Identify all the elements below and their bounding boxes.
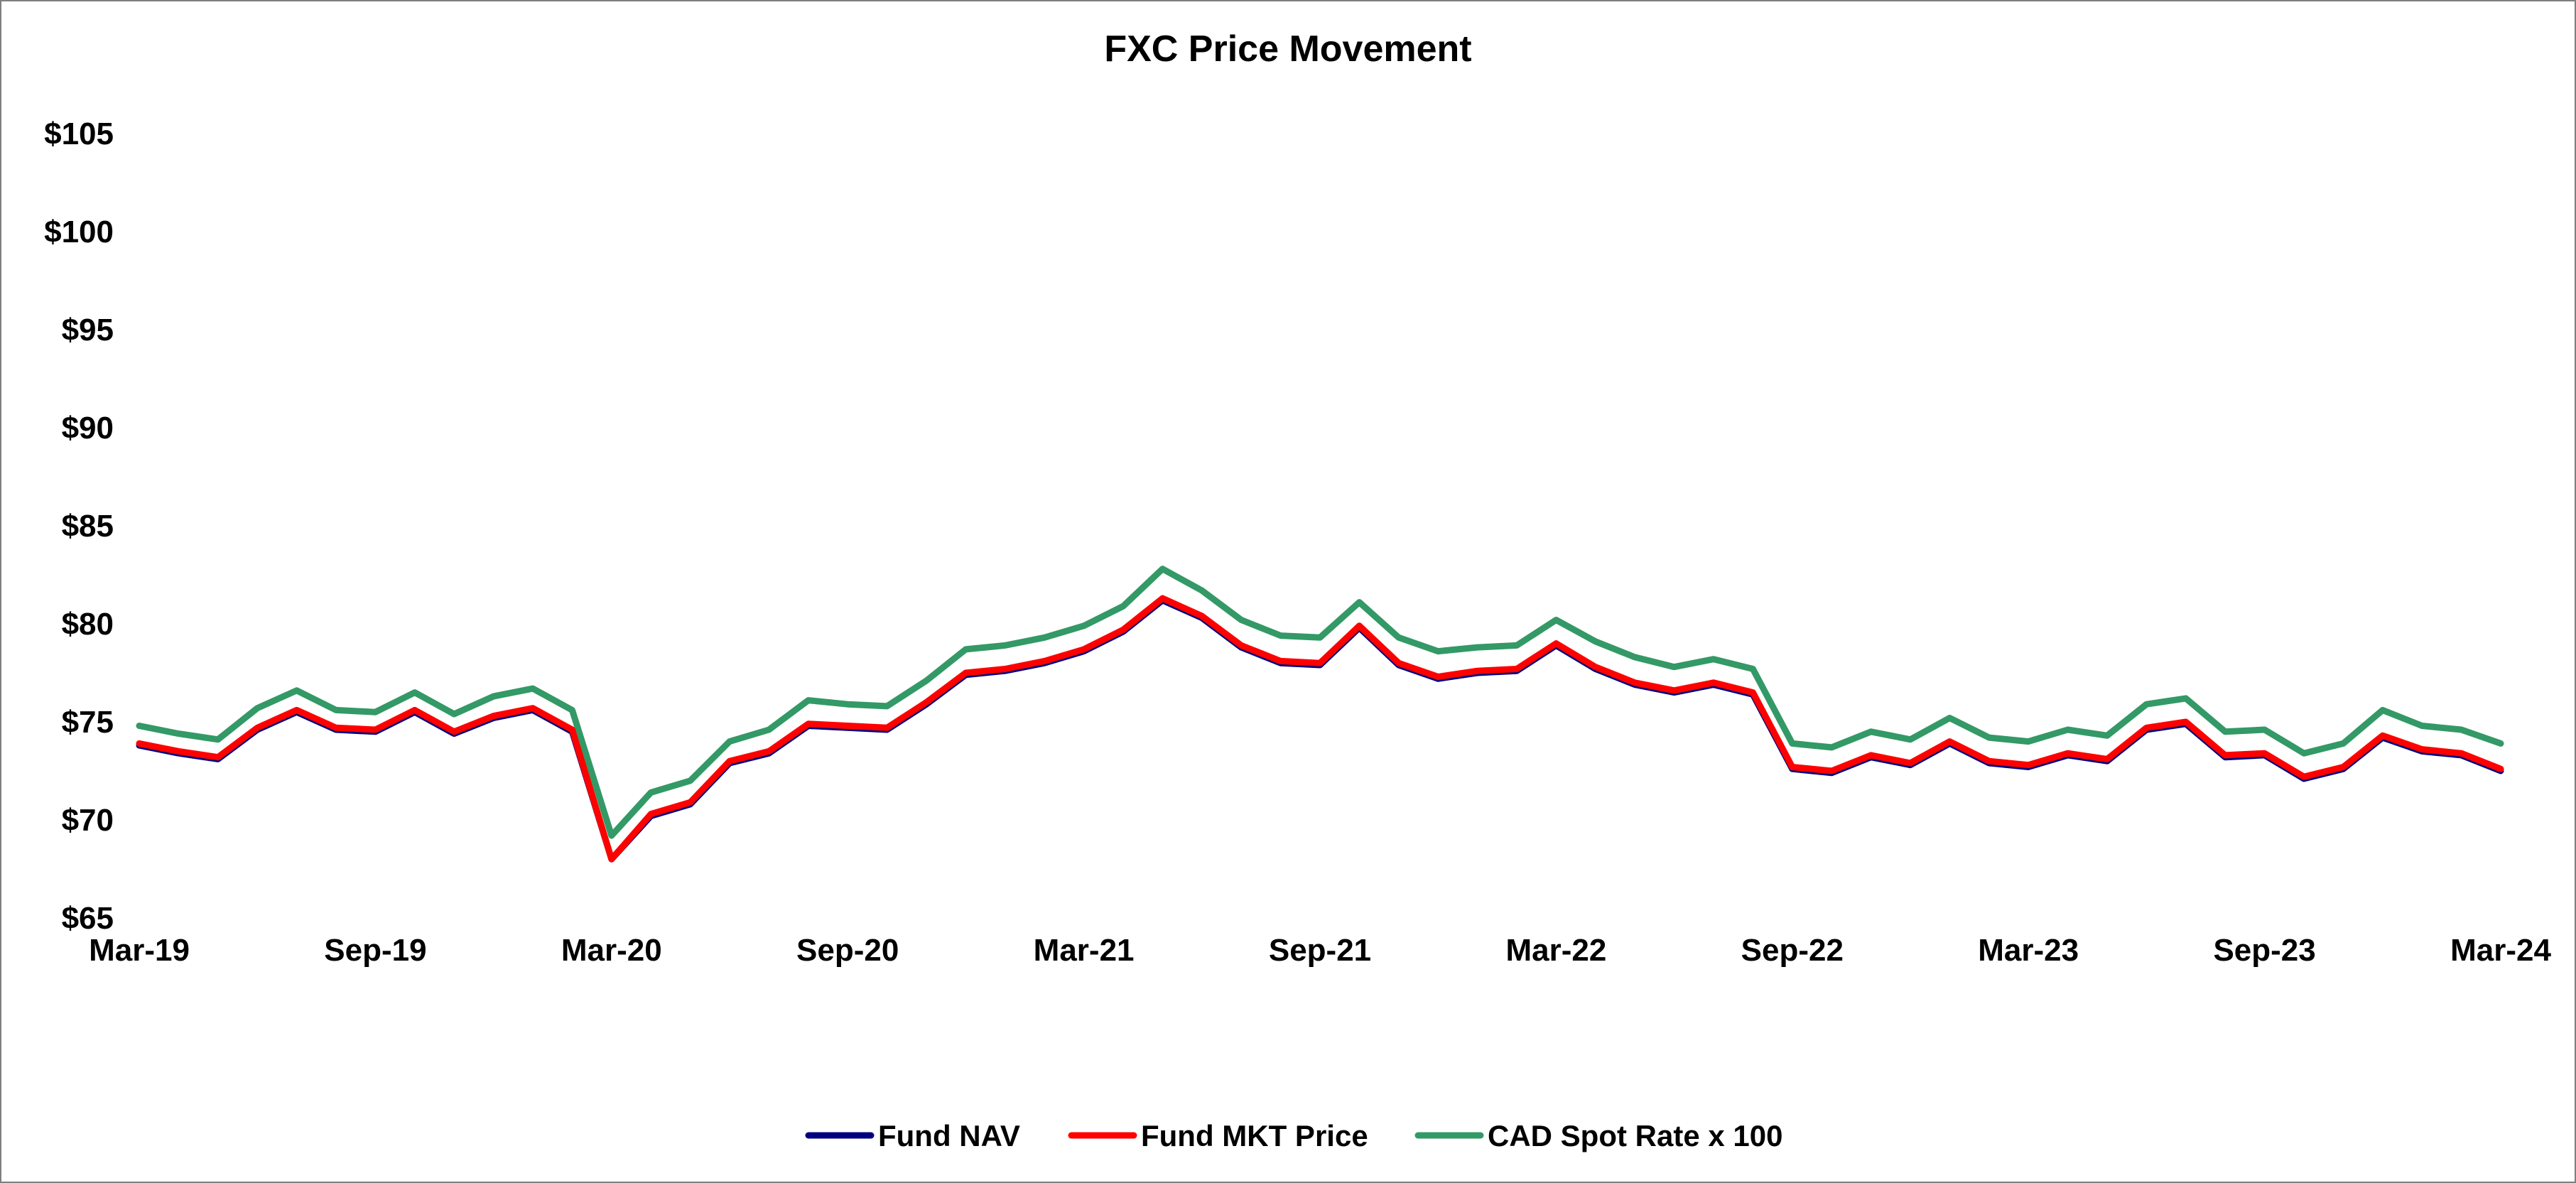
legend-label: CAD Spot Rate x 100: [1488, 1119, 1782, 1152]
x-axis-ticks: Mar-19 Sep-19 Mar-20 Sep-20 Mar-21 Sep-21 Mar-…: [89, 933, 2551, 968]
x-tick-label: Sep-23: [2213, 933, 2315, 968]
y-tick-label: $105: [44, 117, 114, 151]
y-tick-label: $70: [62, 803, 114, 838]
x-tick-label: Sep-22: [1741, 933, 1844, 968]
y-tick-label: $65: [62, 901, 114, 936]
x-tick-label: Mar-20: [561, 933, 662, 968]
legend-label: Fund NAV: [878, 1119, 1020, 1152]
y-tick-label: $85: [62, 509, 114, 544]
y-tick-label: $80: [62, 607, 114, 642]
x-tick-label: Mar-22: [1505, 933, 1606, 968]
y-tick-label: $75: [62, 705, 114, 740]
x-tick-label: Sep-21: [1269, 933, 1371, 968]
x-tick-label: Sep-19: [324, 933, 426, 968]
y-tick-label: $95: [62, 313, 114, 347]
y-tick-label: $100: [44, 215, 114, 249]
y-axis-ticks: $105 $100 $95 $90 $85 $80 $75 $70 $65: [44, 117, 114, 936]
x-tick-label: Mar-23: [1978, 933, 2079, 968]
series-lines: [136, 566, 2504, 863]
series-line-2: [136, 566, 2504, 839]
x-tick-label: Mar-21: [1034, 933, 1135, 968]
y-tick-label: $90: [62, 411, 114, 445]
legend-label: Fund MKT Price: [1141, 1119, 1368, 1152]
chart-title: FXC Price Movement: [1104, 28, 1471, 70]
series-line-1: [136, 595, 2504, 863]
x-tick-label: Mar-19: [89, 933, 190, 968]
legend: Fund NAV Fund MKT Price CAD Spot Rate x 10…: [805, 1119, 1782, 1152]
x-tick-label: Mar-24: [2450, 933, 2551, 968]
x-tick-label: Sep-20: [796, 933, 899, 968]
